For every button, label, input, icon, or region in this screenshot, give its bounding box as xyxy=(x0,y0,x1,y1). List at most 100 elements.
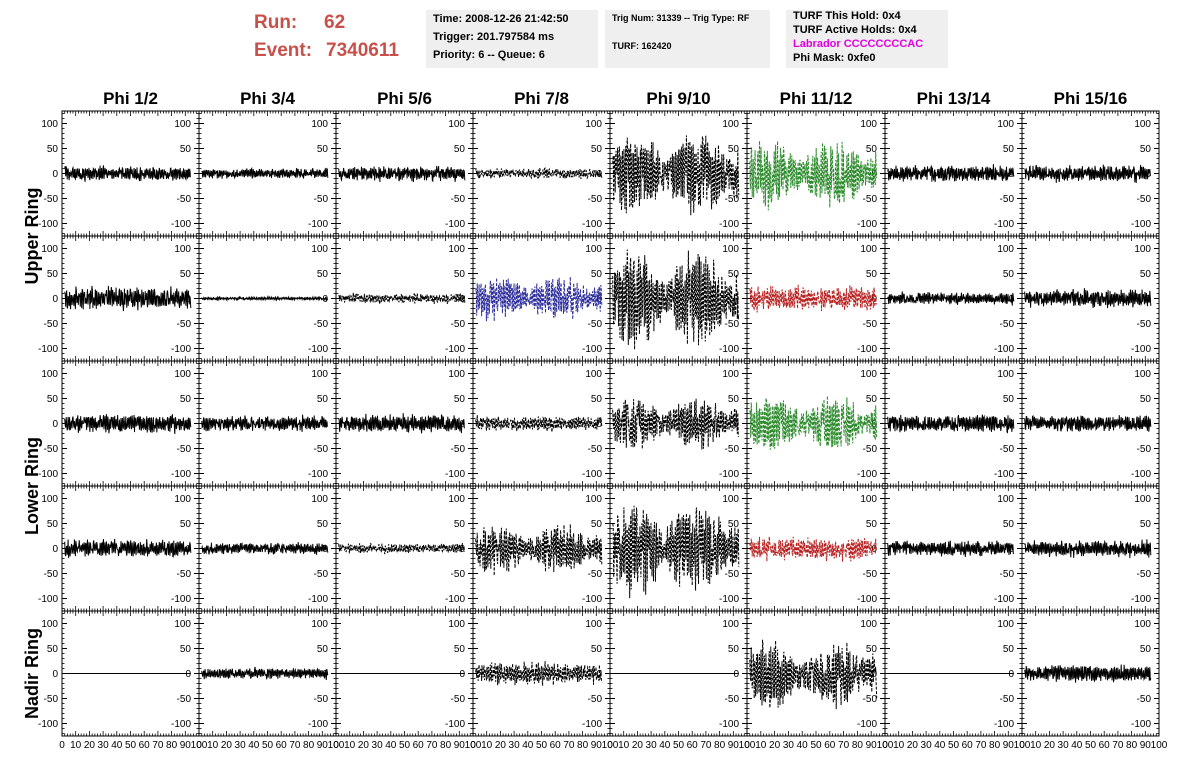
y-tick-label: 0 xyxy=(459,419,465,430)
y-tick-label: 50 xyxy=(180,394,192,405)
y-tick-label: 50 xyxy=(866,519,878,530)
y-tick-label: 100 xyxy=(41,369,58,380)
waveform-series xyxy=(887,164,1015,182)
waveform-series xyxy=(338,542,466,555)
y-tick-label: -100 xyxy=(582,594,602,605)
y-tick-label: 0 xyxy=(52,544,58,555)
y-tick-label: 100 xyxy=(1134,369,1151,380)
y-tick-label: 100 xyxy=(311,119,328,130)
waveform-series xyxy=(749,395,878,450)
y-tick-label: 50 xyxy=(1003,394,1015,405)
column-header: Phi 9/10 xyxy=(646,89,710,108)
waveform-series xyxy=(887,540,1015,558)
y-tick-label: -100 xyxy=(38,594,58,605)
y-tick-label: -50 xyxy=(1137,194,1152,205)
y-tick-label: -50 xyxy=(44,444,59,455)
y-tick-label: 100 xyxy=(311,494,328,505)
waveform-series xyxy=(201,542,329,555)
event-line: Event: 7340611 xyxy=(254,40,399,62)
y-tick-label: -50 xyxy=(588,194,603,205)
y-tick-label: 100 xyxy=(448,119,465,130)
trig-num-text: Trig Num: 31339 -- Trig Type: RF xyxy=(612,13,750,23)
y-tick-label: -50 xyxy=(451,319,466,330)
column-header: Phi 11/12 xyxy=(780,89,853,108)
y-tick-label: -100 xyxy=(1131,594,1151,605)
y-tick-label: -100 xyxy=(857,344,877,355)
y-tick-label: 100 xyxy=(448,369,465,380)
y-tick-label: 50 xyxy=(728,519,740,530)
waveform-series xyxy=(475,167,603,180)
y-tick-label: 0 xyxy=(596,544,602,555)
y-tick-label: 50 xyxy=(591,394,603,405)
y-tick-label: -100 xyxy=(308,469,328,480)
y-tick-label: 50 xyxy=(317,394,329,405)
y-tick-label: -100 xyxy=(857,219,877,230)
y-tick-label: -50 xyxy=(1000,319,1015,330)
y-tick-label: 100 xyxy=(1134,119,1151,130)
y-tick-label: 100 xyxy=(1134,244,1151,255)
y-tick-label: 50 xyxy=(866,269,878,280)
y-tick-label: 0 xyxy=(1008,544,1014,555)
run-value: 62 xyxy=(324,12,346,33)
y-tick-label: -50 xyxy=(314,319,329,330)
waveform-series xyxy=(612,135,740,216)
y-tick-label: 100 xyxy=(997,494,1014,505)
y-tick-label: 100 xyxy=(448,244,465,255)
y-tick-label: 100 xyxy=(722,244,739,255)
y-tick-label: 0 xyxy=(733,294,739,305)
y-tick-label: 50 xyxy=(47,269,59,280)
y-tick-label: 50 xyxy=(47,519,59,530)
y-tick-label: 100 xyxy=(448,494,465,505)
waveform-series xyxy=(749,284,878,313)
y-tick-label: -100 xyxy=(1131,344,1151,355)
y-tick-label: 100 xyxy=(311,369,328,380)
y-tick-label: 0 xyxy=(733,544,739,555)
y-tick-label: 100 xyxy=(1134,494,1151,505)
y-tick-label: -50 xyxy=(1000,569,1015,580)
waveform-series xyxy=(201,166,329,180)
y-tick-label: -50 xyxy=(588,319,603,330)
trigger-info-box: Trig Num: 31339 -- Trig Type: RF TURF: 1… xyxy=(605,10,770,68)
waveform-series xyxy=(201,414,329,432)
waveform-series xyxy=(612,249,740,350)
y-tick-label: -50 xyxy=(451,194,466,205)
waveform-series xyxy=(1024,414,1152,433)
time-info-box: Time: 2008-12-26 21:42:50 Trigger: 201.7… xyxy=(426,10,598,68)
y-tick-label: 50 xyxy=(180,269,192,280)
y-tick-label: 100 xyxy=(174,244,191,255)
y-tick-label: 100 xyxy=(860,494,877,505)
y-tick-label: -100 xyxy=(445,594,465,605)
waveform-series xyxy=(64,538,192,558)
y-tick-label: -100 xyxy=(857,594,877,605)
y-tick-label: -100 xyxy=(719,219,739,230)
y-tick-label: -50 xyxy=(44,319,59,330)
waveform-series xyxy=(64,285,192,312)
y-tick-label: -100 xyxy=(994,594,1014,605)
y-tick-label: 50 xyxy=(454,144,466,155)
y-tick-label: -100 xyxy=(994,219,1014,230)
column-header: Phi 15/16 xyxy=(1054,89,1128,108)
y-tick-label: -50 xyxy=(314,194,329,205)
y-tick-label: -100 xyxy=(445,219,465,230)
y-tick-label: 100 xyxy=(585,494,602,505)
y-tick-label: -100 xyxy=(38,344,58,355)
y-tick-label: -100 xyxy=(308,219,328,230)
y-tick-label: 100 xyxy=(860,369,877,380)
y-tick-label: 100 xyxy=(41,244,58,255)
waveform-series xyxy=(887,414,1015,434)
y-tick-label: 0 xyxy=(185,294,191,305)
y-tick-label: -100 xyxy=(171,219,191,230)
y-tick-label: -50 xyxy=(725,319,740,330)
y-tick-label: -50 xyxy=(314,569,329,580)
y-tick-label: -100 xyxy=(308,344,328,355)
y-tick-label: 50 xyxy=(1140,144,1152,155)
y-tick-label: -100 xyxy=(445,469,465,480)
y-tick-label: 100 xyxy=(174,494,191,505)
y-tick-label: -100 xyxy=(719,344,739,355)
y-tick-label: 100 xyxy=(311,244,328,255)
y-tick-label: -50 xyxy=(863,444,878,455)
y-tick-label: 50 xyxy=(1003,144,1015,155)
y-tick-label: -100 xyxy=(1131,469,1151,480)
y-tick-label: 100 xyxy=(585,244,602,255)
y-tick-label: 100 xyxy=(860,244,877,255)
